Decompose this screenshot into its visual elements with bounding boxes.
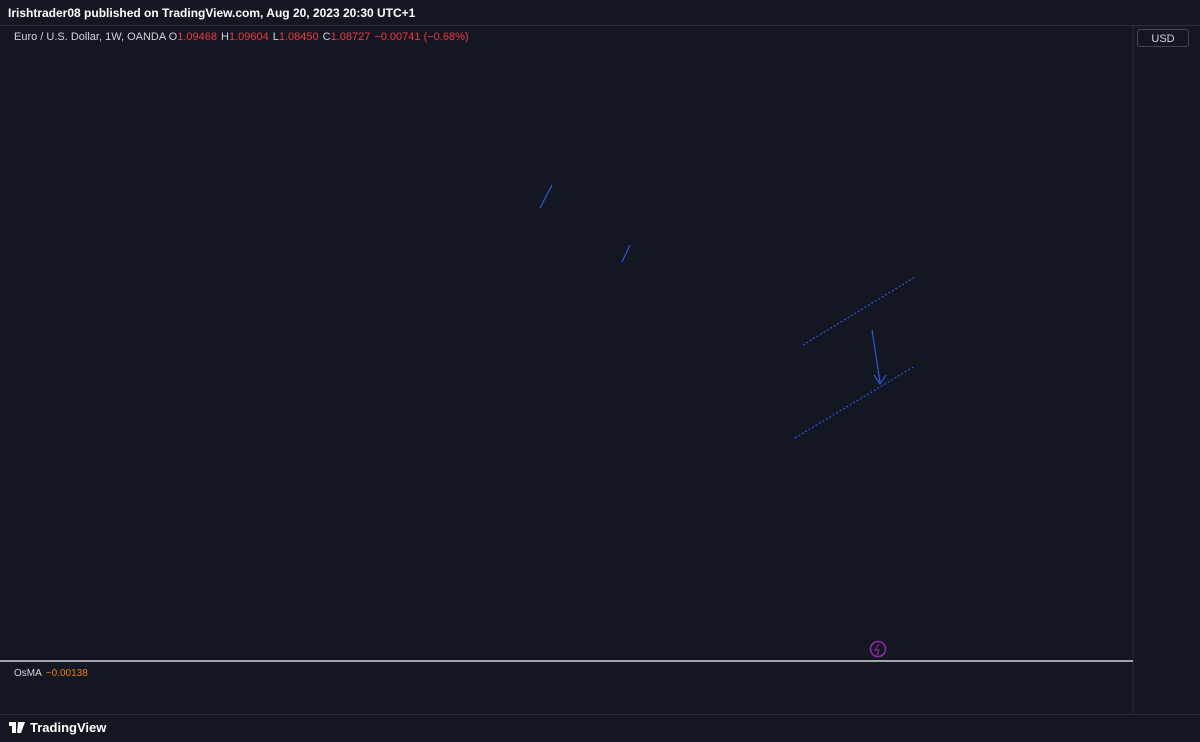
ohlc-value: 1.09468 [177,31,217,43]
footer-brand: TradingView [30,720,107,735]
osma-name: OsMA [14,668,42,679]
ohlc-key: L [272,31,279,43]
drawings [539,184,916,439]
ohlc-value: 1.09604 [228,31,269,43]
alert-bolt [874,643,880,656]
osma-legend: OsMA −0.00138 [14,668,88,679]
change: −0.00741 (−0.68%) [374,31,469,43]
arrow [871,329,887,385]
logo [9,722,25,733]
drawing-mark [539,184,553,209]
osma-value: −0.00138 [45,668,88,679]
publish-header: Irishtrader08 published on TradingView.c… [0,0,1200,26]
alert-icon[interactable] [869,640,887,658]
ohlc-key: C [322,31,331,43]
footer: TradingView [0,714,1200,742]
ohlc-value: 1.08450 [278,31,319,43]
currency-button[interactable]: USD [1137,29,1189,47]
drawing-mark [621,244,631,263]
symbol-legend: Euro / U.S. Dollar, 1W, OANDA O1.09468 H1… [14,30,473,44]
channel-lower [794,365,916,439]
channel-upper [802,276,916,346]
ohlc-value: 1.08727 [330,31,371,43]
ohlc-key: O [168,31,178,43]
alert-circle[interactable] [869,640,887,658]
symbol-title: Euro / U.S. Dollar, 1W, OANDA [14,31,166,43]
ohlc-key: H [221,31,229,43]
